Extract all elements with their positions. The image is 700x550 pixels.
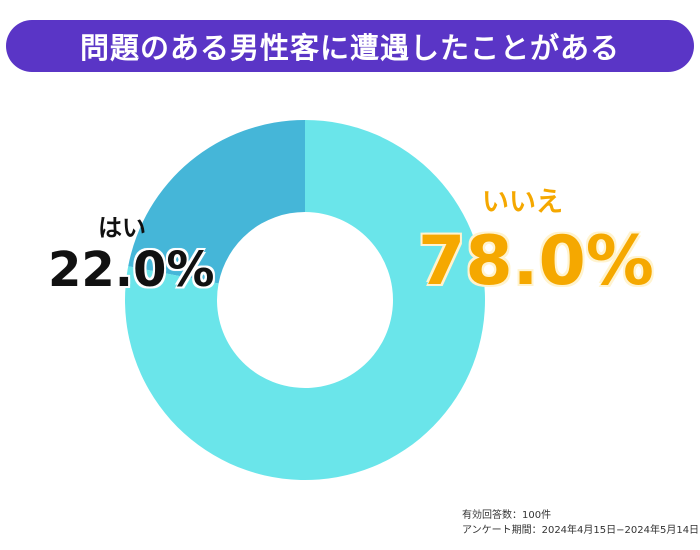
title-banner: 問題のある男性客に遭遇したことがある <box>6 20 694 72</box>
donut-slice-yes <box>128 120 305 284</box>
chart-title: 問題のある男性客に遭遇したことがある <box>79 31 620 65</box>
slice-value-yes: 22.0% <box>48 242 215 298</box>
slice-label-no: いいえ <box>482 187 563 218</box>
respondent-count: 有効回答数：100件 <box>462 510 552 521</box>
slice-value-no: 78.0% <box>418 222 654 301</box>
slice-label-yes: はい <box>98 214 146 242</box>
donut-slice-no <box>124 120 485 480</box>
survey-footnote: 有効回答数：100件 アンケート期間：2024年4月15日−2024年5月14日 <box>462 508 699 538</box>
survey-period: アンケート期間：2024年4月15日−2024年5月14日 <box>462 525 700 536</box>
